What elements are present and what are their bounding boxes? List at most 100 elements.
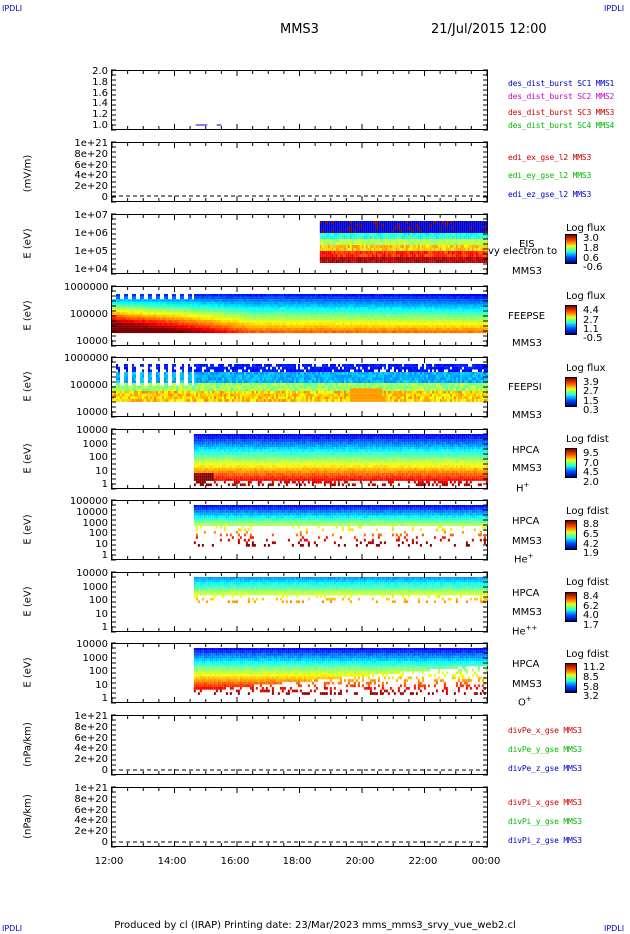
eis-spectrogram-cell (427, 248, 430, 251)
feepse-spectrogram-cell (478, 317, 480, 321)
feepse-spectrogram-cell (276, 330, 278, 334)
feepse-spectrogram-cell (264, 312, 266, 315)
feepsi-spectrogram-cell (212, 377, 214, 381)
feepse-spectrogram-cell (456, 307, 458, 310)
eis-spectrogram-cell (347, 245, 350, 248)
eis-spectrogram-cell (343, 242, 346, 245)
eis-spectrogram-cell (475, 224, 478, 227)
feepse-spectrogram-cell (232, 327, 234, 331)
eis-spectrogram-cell (337, 242, 340, 245)
feepse-spectrogram-cell (388, 330, 390, 334)
eis-spectrogram-cell (383, 221, 386, 224)
feepse-spectrogram-cell (452, 296, 454, 300)
feepsi-spectrogram-cell (272, 369, 274, 373)
feepse-spectrogram-cell (436, 322, 438, 326)
feepse-spectrogram-cell (164, 307, 166, 310)
feepse-spectrogram-cell (386, 317, 388, 321)
feepse-spectrogram-cell (172, 322, 174, 326)
feepse-spectrogram-cell (224, 330, 226, 334)
feepse-spectrogram-cell (224, 309, 226, 313)
feepsi-spectrogram-cell (166, 399, 168, 402)
eis-spectrogram-cell (379, 221, 382, 224)
feepsi-spectrogram-cell (234, 399, 236, 402)
feepsi-spectrogram-cell (142, 393, 144, 397)
feepse-spectrogram-cell (430, 312, 432, 315)
feepsi-spectrogram-cell (128, 385, 130, 389)
eis-spectrogram-cell (459, 230, 462, 233)
feepse-spectrogram-cell (446, 325, 448, 328)
feepse-spectrogram-cell (234, 309, 236, 313)
eis-spectrogram-cell (479, 242, 482, 245)
feepse-spectrogram-cell (402, 309, 404, 313)
eis-spectrogram-cell (479, 230, 482, 233)
feepse-spectrogram-cell (338, 312, 340, 315)
eis-spectrogram-cell (393, 254, 396, 257)
feepse-spectrogram-cell (194, 307, 196, 310)
eis-spectrogram-cell (325, 248, 328, 251)
feepse-spectrogram-cell (314, 307, 316, 310)
feepsi-spectrogram-cell (186, 385, 188, 389)
feepse-spectrogram-cell (280, 296, 282, 300)
feepse-spectrogram-cell (166, 327, 168, 331)
feepse-spectrogram-cell (134, 301, 136, 305)
feepse-spectrogram-cell (200, 309, 202, 313)
eis-spectrogram-cell (327, 242, 330, 245)
eis-spectrogram-cell (319, 239, 322, 242)
feepsi-spectrogram-cell (132, 369, 134, 373)
feepse-spectrogram-cell (122, 322, 124, 326)
eis-spectrogram-cell (321, 245, 324, 248)
feepse-spectrogram-cell (278, 327, 280, 331)
feepse-spectrogram-cell (346, 320, 348, 323)
feepse-spectrogram-cell (250, 307, 252, 310)
eis-spectrogram-cell (343, 257, 346, 260)
eis-spectrogram-cell (417, 251, 420, 254)
feepse-spectrogram-cell (424, 304, 426, 308)
feepsi-spectrogram-cell (282, 385, 284, 389)
eis-spectrogram-cell (413, 245, 416, 248)
feepse-spectrogram-cell (300, 299, 302, 302)
eis-spectrogram-cell (431, 239, 434, 242)
feepse-spectrogram-cell (374, 317, 376, 321)
feepse-spectrogram-cell (208, 296, 210, 300)
eis-spectrogram-cell (409, 233, 412, 236)
feepse-spectrogram-cell (310, 327, 312, 331)
feepsi-spectrogram-cell (248, 366, 250, 370)
feepse-spectrogram-cell (196, 312, 198, 315)
feepse-spectrogram-cell (192, 307, 194, 310)
feepse-spectrogram-cell (326, 296, 328, 300)
feepse-spectrogram-cell (330, 317, 332, 321)
feepsi-spectrogram-cell (240, 377, 242, 381)
feepse-spectrogram-cell (338, 294, 340, 297)
feepsi-spectrogram-cell (164, 388, 166, 392)
feepse-spectrogram-cell (190, 296, 192, 300)
eis-spectrogram-cell (421, 254, 424, 257)
feepse-spectrogram-cell (446, 299, 448, 302)
feepse-spectrogram-cell (154, 304, 156, 308)
feepse-spectrogram-cell (418, 320, 420, 323)
feepsi-spectrogram-cell (254, 369, 256, 373)
feepsi-spectrogram-cell (228, 399, 230, 402)
feepse-spectrogram-cell (446, 307, 448, 310)
feepse-spectrogram-cell (484, 330, 486, 334)
feepse-spectrogram-cell (412, 322, 414, 326)
feepse-spectrogram-cell (142, 301, 144, 305)
eis-spectrogram-cell (389, 230, 392, 233)
eis-spectrogram-cell (429, 254, 432, 257)
eis-spectrogram-cell (453, 251, 456, 254)
feepse-spectrogram-cell (176, 307, 178, 310)
feepse-spectrogram-cell (298, 304, 300, 308)
eis-spectrogram-cell (375, 221, 378, 224)
feepse-spectrogram-cell (392, 304, 394, 308)
feepse-spectrogram-cell (168, 327, 170, 331)
feepsi-spectrogram-cell (170, 388, 172, 392)
eis-spectrogram-cell (403, 248, 406, 251)
feepsi-spectrogram-cell (256, 372, 258, 375)
feepsi-spectrogram-cell (198, 377, 200, 381)
feepsi-spectrogram-cell (190, 377, 192, 381)
feepse-spectrogram-cell (240, 322, 242, 326)
feepse-spectrogram-cell (200, 317, 202, 321)
feepsi-spectrogram-cell (256, 382, 258, 386)
feepsi-spectrogram-cell (124, 377, 126, 381)
eis-spectrogram-cell (445, 224, 448, 227)
feepse-spectrogram-cell (282, 301, 284, 305)
